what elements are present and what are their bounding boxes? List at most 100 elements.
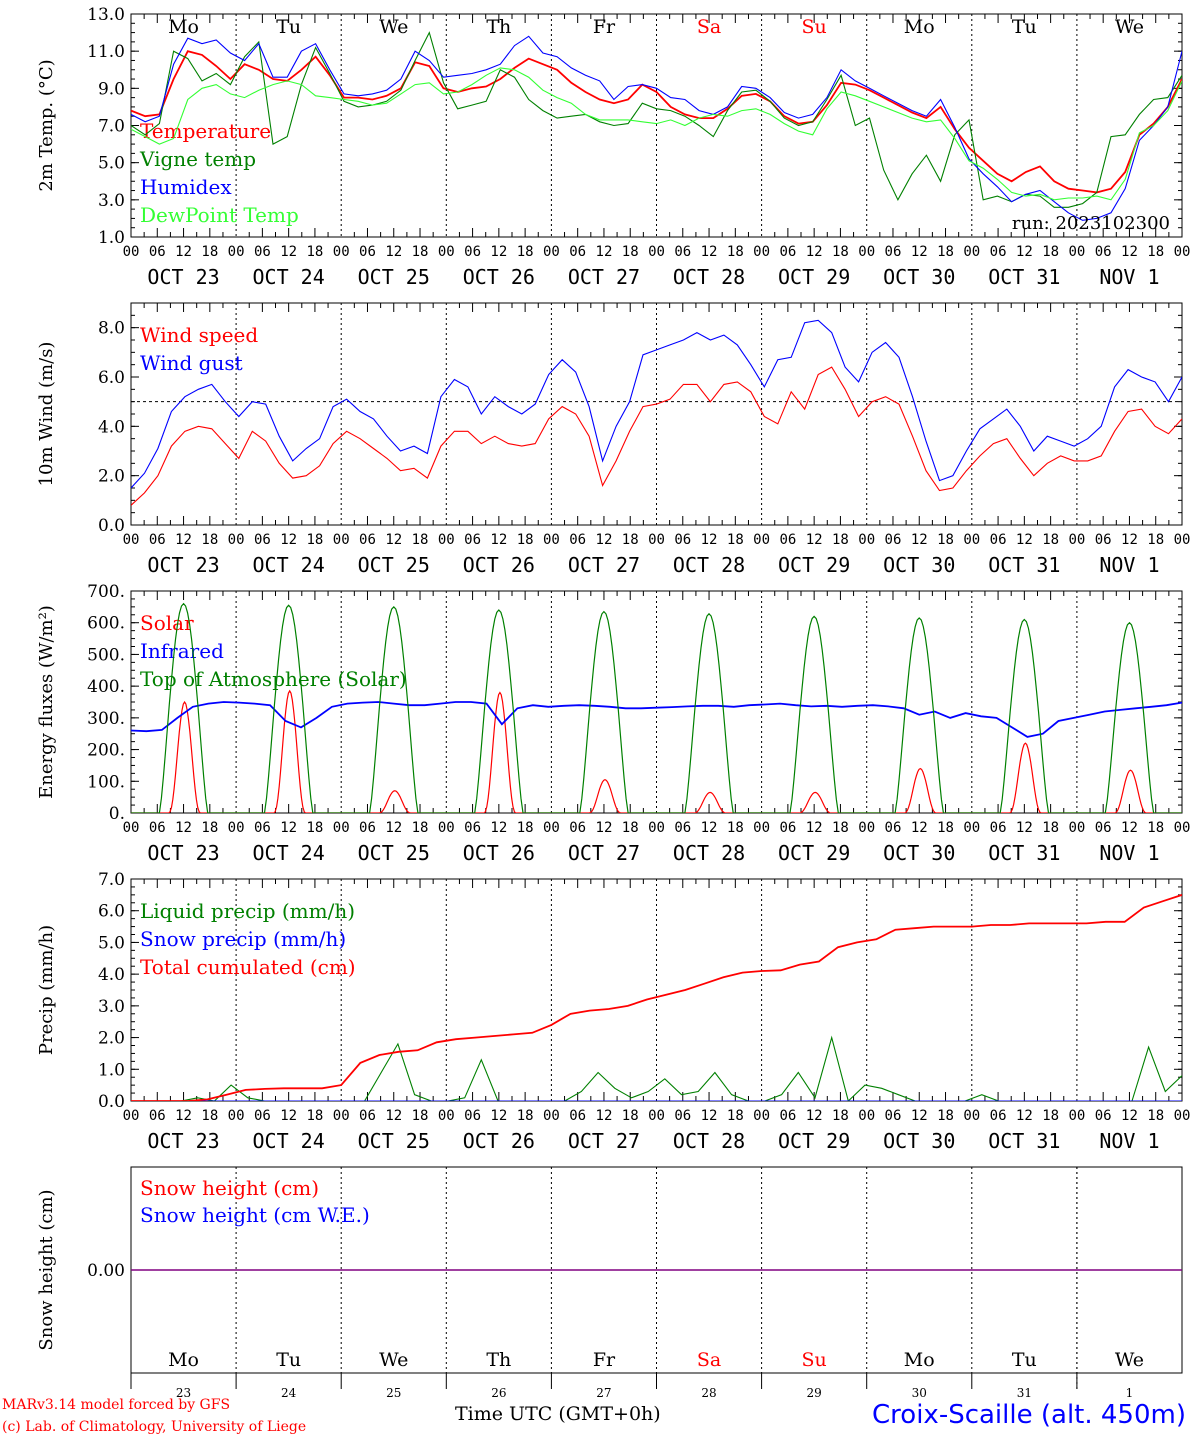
legend-entry: Vigne temp <box>139 147 256 171</box>
hour-tick-label: 18 <box>517 532 534 548</box>
hour-tick-label: 06 <box>149 244 166 260</box>
hour-tick-label: 00 <box>1174 1108 1191 1124</box>
date-label: NOV 1 <box>1099 1129 1159 1153</box>
model-credit: MARv3.14 model forced by GFS <box>2 1397 231 1413</box>
series-line-solar <box>131 689 1182 813</box>
date-label: OCT 27 <box>568 1129 640 1153</box>
hour-tick-label: 00 <box>123 820 140 836</box>
hour-tick-label: 18 <box>1042 820 1059 836</box>
day-name-label: Fr <box>593 16 616 38</box>
y-tick-label: 5.0 <box>98 933 125 953</box>
hour-tick-label: 00 <box>438 820 455 836</box>
legend-entry: Total cumulated (cm) <box>140 955 356 979</box>
hour-tick-label: 18 <box>306 820 323 836</box>
hour-tick-label: 18 <box>727 820 744 836</box>
hour-tick-label: 00 <box>333 244 350 260</box>
hour-tick-label: 18 <box>1042 1108 1059 1124</box>
hour-tick-label: 12 <box>701 1108 718 1124</box>
hour-tick-label: 18 <box>727 532 744 548</box>
legend-entry: Wind gust <box>140 351 243 375</box>
date-label: OCT 23 <box>147 1129 219 1153</box>
hour-tick-label: 06 <box>464 1108 481 1124</box>
legend-entry: Infrared <box>140 639 224 663</box>
hour-tick-label: 18 <box>306 244 323 260</box>
y-tick-label: 0. <box>109 804 125 824</box>
day-name-label: Mo <box>168 1349 199 1371</box>
hour-tick-label: 06 <box>674 244 691 260</box>
hour-tick-label: 18 <box>412 1108 429 1124</box>
day-number-label: 29 <box>807 1386 822 1400</box>
hour-tick-label: 06 <box>990 1108 1007 1124</box>
day-name-label: Th <box>486 16 511 38</box>
y-axis-label: 2m Temp. (°C) <box>36 59 57 191</box>
y-tick-label: 6.0 <box>98 368 125 388</box>
date-label: OCT 25 <box>358 553 430 577</box>
hour-tick-label: 00 <box>123 244 140 260</box>
hour-tick-label: 12 <box>596 244 613 260</box>
y-tick-label: 0.00 <box>87 1261 125 1281</box>
date-label: OCT 30 <box>883 841 955 865</box>
day-number-label: 28 <box>701 1386 716 1400</box>
hour-tick-label: 06 <box>359 820 376 836</box>
hour-tick-label: 00 <box>333 1108 350 1124</box>
day-name-label: Mo <box>904 16 935 38</box>
hour-tick-label: 00 <box>228 532 245 548</box>
legend-entry: Temperature <box>140 119 271 143</box>
hour-tick-label: 06 <box>674 1108 691 1124</box>
day-name-label: Tu <box>276 1349 301 1371</box>
legend-entry: Liquid precip (mm/h) <box>140 899 355 923</box>
hour-tick-label: 18 <box>517 1108 534 1124</box>
hour-tick-label: 12 <box>280 532 297 548</box>
y-tick-label: 400. <box>87 677 125 697</box>
day-name-label: Mo <box>168 16 199 38</box>
date-label: OCT 25 <box>358 841 430 865</box>
hour-tick-label: 12 <box>280 1108 297 1124</box>
day-name-label: Sa <box>697 16 721 38</box>
y-axis-label: Energy fluxes (W/m²) <box>36 605 57 799</box>
hour-tick-label: 00 <box>648 820 665 836</box>
day-number-label: 25 <box>386 1386 401 1400</box>
date-label: OCT 27 <box>568 265 640 289</box>
chart-panel-1: 1.0 3.0 5.0 7.0 9.0 11.0 13.0 2m Temp. (°C) 00 06… <box>36 5 1190 289</box>
hour-tick-label: 06 <box>779 244 796 260</box>
legend-entry: Solar <box>140 611 194 635</box>
hour-tick-label: 00 <box>543 532 560 548</box>
lab-credit: (c) Lab. of Climatology, University of L… <box>2 1419 307 1435</box>
hour-tick-label: 12 <box>806 1108 823 1124</box>
date-label: OCT 30 <box>883 265 955 289</box>
date-label: OCT 30 <box>883 1129 955 1153</box>
time-axis-label: Time UTC (GMT+0h) <box>455 1403 661 1425</box>
date-label: OCT 23 <box>147 841 219 865</box>
hour-tick-label: 12 <box>175 244 192 260</box>
hour-tick-label: 00 <box>858 244 875 260</box>
series-line-humidex <box>131 35 1182 221</box>
hour-tick-label: 12 <box>1121 1108 1138 1124</box>
hour-tick-label: 18 <box>937 532 954 548</box>
y-tick-label: 9.0 <box>98 79 125 99</box>
hour-tick-label: 06 <box>779 820 796 836</box>
hour-tick-label: 00 <box>753 1108 770 1124</box>
hour-tick-label: 06 <box>464 244 481 260</box>
chart-panel-4: 0.0 1.0 2.0 3.0 4.0 5.0 6.0 7.0 Precip (mm/h) 00 0… <box>36 870 1190 1153</box>
hour-tick-label: 00 <box>1068 532 1085 548</box>
hour-tick-label: 00 <box>438 244 455 260</box>
hour-tick-label: 06 <box>990 532 1007 548</box>
hour-tick-label: 12 <box>1016 244 1033 260</box>
date-label: OCT 28 <box>673 1129 745 1153</box>
date-label: OCT 23 <box>147 553 219 577</box>
hour-tick-label: 00 <box>858 1108 875 1124</box>
series-line-temperature <box>131 50 1182 194</box>
y-tick-label: 1.0 <box>98 1060 125 1080</box>
hour-tick-label: 06 <box>1095 532 1112 548</box>
hour-tick-label: 00 <box>333 820 350 836</box>
y-tick-label: 500. <box>87 645 125 665</box>
hour-tick-label: 06 <box>569 532 586 548</box>
date-label: OCT 23 <box>147 265 219 289</box>
hour-tick-label: 00 <box>648 244 665 260</box>
day-name-label: Fr <box>593 1349 616 1371</box>
date-label: OCT 29 <box>778 553 850 577</box>
hour-tick-label: 12 <box>596 820 613 836</box>
hour-tick-label: 06 <box>674 532 691 548</box>
date-label: OCT 25 <box>358 1129 430 1153</box>
y-tick-label: 600. <box>87 614 125 634</box>
